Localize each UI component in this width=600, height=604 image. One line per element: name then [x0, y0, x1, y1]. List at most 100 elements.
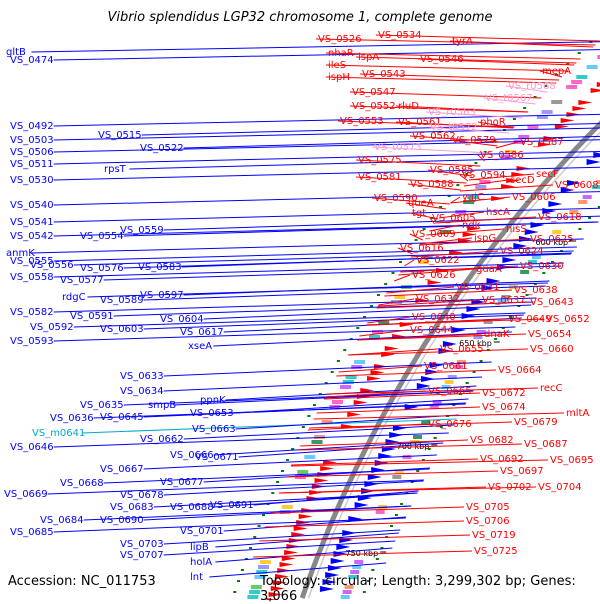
gene-label[interactable]: VS_0552 [352, 101, 396, 112]
gene-label[interactable]: VS_0624 [500, 246, 544, 257]
gene-label[interactable]: VS_0643 [530, 297, 574, 308]
gene-label[interactable]: VS_0594 [462, 170, 506, 181]
gene-label[interactable]: VS_0661 [424, 361, 468, 372]
gene-label[interactable]: VS_0590 [374, 193, 418, 204]
gene-label[interactable]: VS_0591 [70, 311, 114, 322]
gene-label[interactable]: VS_0588 [410, 179, 454, 190]
gene-label[interactable]: dnaK [484, 329, 510, 340]
gene-label[interactable]: VS_0707 [120, 550, 164, 561]
gene-label[interactable]: VS_0701 [180, 526, 224, 537]
gene-label[interactable]: VS_0695 [550, 455, 594, 466]
gene-label[interactable]: VS_0540 [10, 200, 54, 211]
gene-label[interactable]: VS_0653 [190, 408, 234, 419]
gene-label[interactable]: VS_0562 [412, 131, 456, 142]
gene-label[interactable]: VS_0687 [524, 439, 568, 450]
gene-label[interactable]: VS_t0573 [374, 142, 422, 153]
gene-label[interactable]: VS_0556 [30, 260, 74, 271]
gene-label[interactable]: VS_0719 [472, 530, 516, 541]
gene-label[interactable]: VS_0630 [520, 261, 564, 272]
gene-label[interactable]: VS_0697 [500, 466, 544, 477]
gene-label[interactable]: VS_0503 [10, 135, 54, 146]
gene-label[interactable]: smpB [148, 400, 176, 411]
gene-label[interactable]: ndk [462, 220, 481, 231]
gene-label[interactable]: lipB [190, 542, 209, 553]
gene-label[interactable]: VS_0522 [140, 143, 184, 154]
gene-label[interactable]: VS_0637 [482, 295, 526, 306]
gene-label[interactable]: VS_0671 [195, 452, 239, 463]
gene-label[interactable]: VS_0654 [528, 329, 572, 340]
gene-label[interactable]: ispG [474, 233, 496, 244]
gene-label[interactable]: VS_0660 [530, 344, 574, 355]
gene-label[interactable]: VS_0678 [120, 490, 164, 501]
gene-label[interactable]: VS_0589 [100, 295, 144, 306]
gene-label[interactable]: VS_0583 [138, 262, 182, 273]
gene-label[interactable]: guaA [476, 264, 502, 275]
gene-label[interactable]: lspA [358, 52, 379, 63]
gene-label[interactable]: VS_0547 [352, 87, 396, 98]
gene-label[interactable]: VS_0582 [10, 307, 54, 318]
gene-label[interactable]: VS_0668 [60, 478, 104, 489]
gene-label[interactable]: VS_0534 [378, 30, 422, 41]
gene-label[interactable]: VS_0644 [410, 325, 454, 336]
gene-label[interactable]: VS_0631 [456, 282, 500, 293]
gene-label[interactable]: VS_0554 [80, 231, 124, 242]
gene-label[interactable]: VS_0667 [100, 464, 144, 475]
gene-label[interactable]: VS_0645 [100, 412, 144, 423]
gene-label[interactable]: VS_0492 [10, 121, 54, 132]
gene-label[interactable]: VS_0618 [538, 212, 582, 223]
gene-label[interactable]: VS_0677 [160, 477, 204, 488]
gene-label[interactable]: VS_0690 [100, 515, 144, 526]
gene-label[interactable]: VS_0646 [10, 442, 54, 453]
gene-label[interactable]: VS_0703 [120, 539, 164, 550]
gene-label[interactable]: VS_0606 [512, 192, 556, 203]
gene-label[interactable]: secD [510, 175, 535, 186]
gene-label[interactable]: ileS [328, 60, 346, 71]
gene-label[interactable]: VS_0674 [482, 402, 526, 413]
gene-label[interactable]: VS_0542 [10, 231, 54, 242]
gene-label[interactable]: VS_0577 [60, 275, 104, 286]
gene-label[interactable]: VS_0616 [400, 243, 444, 254]
gene-label[interactable]: VS_0688 [170, 502, 214, 513]
gene-label[interactable]: VS_0581 [358, 172, 402, 183]
gene-label[interactable]: VS_0579 [452, 135, 496, 146]
gene-label[interactable]: VS_0672 [482, 388, 526, 399]
gene-label[interactable]: VS_0655 [440, 344, 484, 355]
gene-label[interactable]: VS_0526 [318, 34, 362, 45]
gene-label[interactable]: VS_0553 [340, 116, 384, 127]
gene-label[interactable]: VS_0685 [10, 527, 54, 538]
gene-label[interactable]: VS_r0568 [508, 81, 556, 92]
gene-label[interactable]: VS_0558 [10, 272, 54, 283]
gene-label[interactable]: VS_0676 [428, 419, 472, 430]
gene-label[interactable]: xseA [188, 341, 212, 352]
gene-label[interactable]: VS_0597 [140, 290, 184, 301]
gene-label[interactable]: VS_0632 [416, 294, 460, 305]
gene-label[interactable]: VS_0587 [520, 137, 564, 148]
gene-label[interactable]: VS_0559 [120, 225, 164, 236]
gene-label[interactable]: mltA [566, 408, 589, 419]
gene-label[interactable]: secF [536, 169, 559, 180]
gene-label[interactable]: VS_0634 [120, 386, 164, 397]
gene-label[interactable]: yajC [462, 192, 484, 203]
gene-label[interactable]: VS_0706 [466, 516, 510, 527]
gene-label[interactable]: VS_0662 [140, 434, 184, 445]
gene-label[interactable]: VS_0633 [120, 371, 164, 382]
gene-label[interactable]: VS_0506 [10, 147, 54, 158]
gene-label[interactable]: VS_0576 [80, 263, 124, 274]
gene-label[interactable]: VS_0682 [470, 435, 514, 446]
gene-label[interactable]: VS_0640 [412, 312, 456, 323]
gene-label[interactable]: mepA [542, 66, 571, 77]
gene-label[interactable]: VS_0604 [160, 314, 204, 325]
gene-label[interactable]: VS_0652 [546, 314, 590, 325]
gene-label[interactable]: VS_0725 [474, 546, 518, 557]
gene-label[interactable]: VS_0575 [358, 155, 402, 166]
gene-label[interactable]: VS_0543 [362, 69, 406, 80]
gene-label[interactable]: VS_0608 [555, 180, 599, 191]
gene-label[interactable]: VS_0683 [110, 502, 154, 513]
gene-label[interactable]: rpsT [104, 164, 127, 175]
gene-label[interactable]: ppnK [200, 395, 226, 406]
gene-label[interactable]: VS_0635 [80, 400, 124, 411]
gene-label[interactable]: holA [190, 557, 212, 568]
gene-label[interactable]: phoR [480, 117, 506, 128]
gene-label[interactable]: ispH [328, 72, 350, 83]
